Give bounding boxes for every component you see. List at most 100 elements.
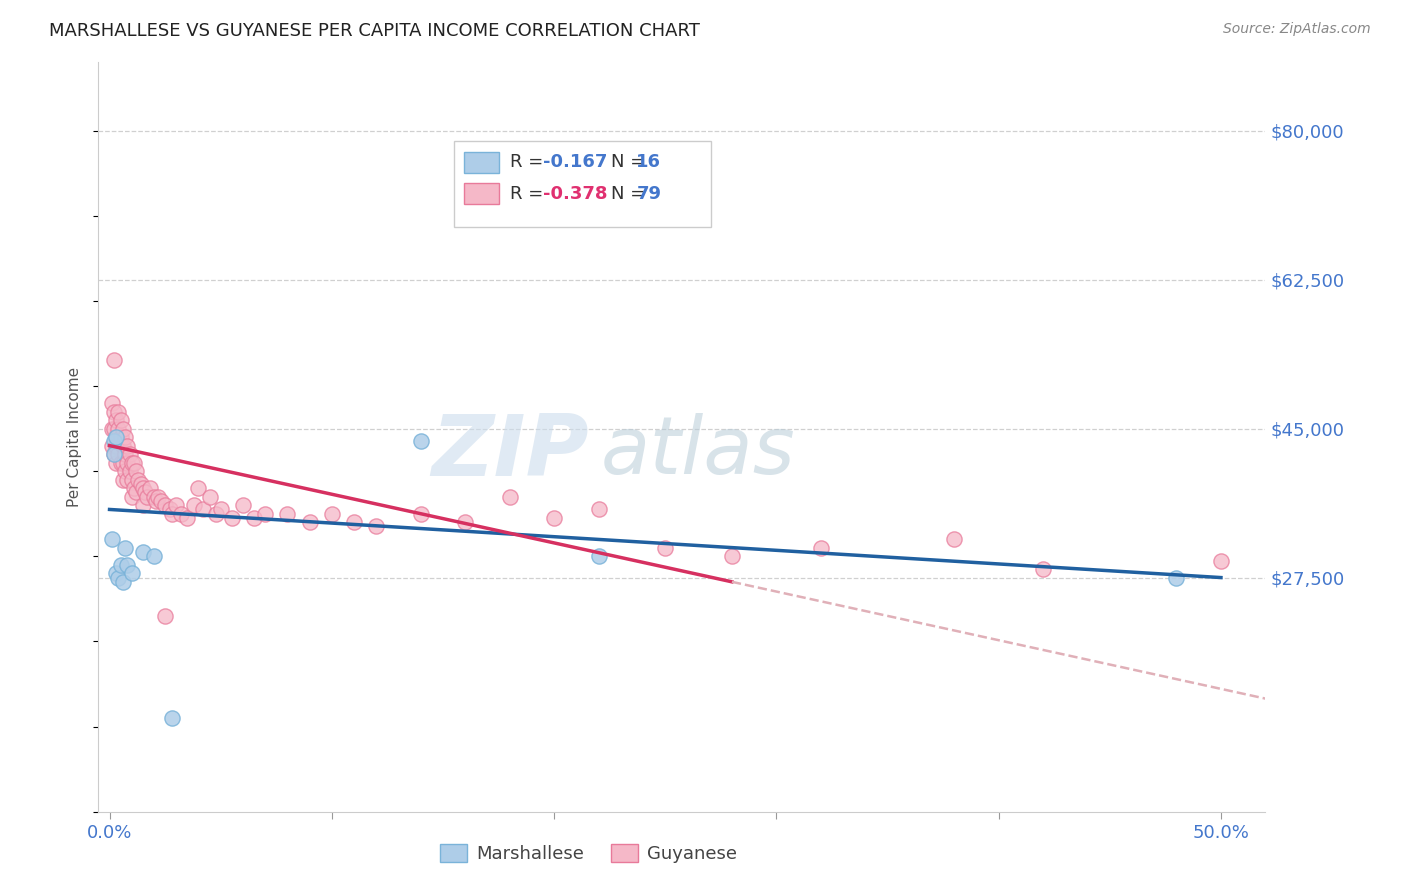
Point <box>105 430 128 444</box>
Point <box>176 511 198 525</box>
Point <box>209 502 232 516</box>
Point <box>117 439 139 453</box>
Point <box>110 456 132 470</box>
Point <box>132 545 155 559</box>
Point <box>183 498 205 512</box>
Point <box>169 507 191 521</box>
Point <box>100 421 122 435</box>
Point <box>810 541 832 555</box>
Point <box>454 515 477 529</box>
Point <box>205 507 228 521</box>
Point <box>114 430 136 444</box>
Y-axis label: Per Capita Income: Per Capita Income <box>67 367 83 508</box>
Point <box>100 396 122 410</box>
Point <box>588 502 610 516</box>
Point <box>343 515 366 529</box>
Point <box>321 507 343 521</box>
Point <box>107 571 129 585</box>
Point <box>165 498 187 512</box>
Point <box>117 558 139 572</box>
Point <box>254 507 277 521</box>
Point <box>107 404 129 418</box>
Point <box>111 456 134 470</box>
Point <box>125 464 148 478</box>
Point <box>160 507 183 521</box>
Point <box>721 549 744 564</box>
Point <box>107 447 129 461</box>
Point <box>127 473 149 487</box>
Text: N =: N = <box>610 185 651 202</box>
Point <box>103 447 125 461</box>
Point <box>159 502 181 516</box>
Point <box>943 533 966 547</box>
Point <box>136 490 159 504</box>
Point <box>129 476 152 491</box>
Point <box>105 566 128 581</box>
Point <box>366 519 388 533</box>
Text: atlas: atlas <box>600 413 794 491</box>
Point <box>103 447 125 461</box>
Point <box>122 481 145 495</box>
Point <box>148 490 170 504</box>
Point <box>298 515 321 529</box>
Point <box>118 447 141 461</box>
Point <box>143 490 166 504</box>
Point <box>191 502 214 516</box>
Point <box>543 511 565 525</box>
Point <box>409 507 432 521</box>
Point <box>110 413 132 427</box>
Point <box>111 439 134 453</box>
Point <box>100 533 122 547</box>
Point <box>114 541 136 555</box>
Point <box>100 439 122 453</box>
Point <box>187 481 209 495</box>
Point <box>498 490 520 504</box>
FancyBboxPatch shape <box>454 141 711 227</box>
Text: Source: ZipAtlas.com: Source: ZipAtlas.com <box>1223 22 1371 37</box>
Point <box>243 511 266 525</box>
Point <box>121 473 143 487</box>
Point <box>111 473 134 487</box>
Point <box>121 456 143 470</box>
Point <box>132 498 155 512</box>
Point <box>409 434 432 449</box>
Point <box>1166 571 1188 585</box>
FancyBboxPatch shape <box>464 152 499 172</box>
Point <box>103 353 125 368</box>
Point <box>105 439 128 453</box>
Point <box>221 511 243 525</box>
Point <box>121 566 143 581</box>
Point <box>121 490 143 504</box>
Point <box>276 507 298 521</box>
Point <box>105 456 128 470</box>
Legend: Marshallese, Guyanese: Marshallese, Guyanese <box>433 837 744 870</box>
Point <box>1032 562 1054 576</box>
Point <box>122 456 145 470</box>
Point <box>114 447 136 461</box>
Point <box>105 430 128 444</box>
Point <box>138 481 160 495</box>
Point <box>160 711 183 725</box>
Point <box>125 485 148 500</box>
Point <box>111 574 134 589</box>
Text: MARSHALLESE VS GUYANESE PER CAPITA INCOME CORRELATION CHART: MARSHALLESE VS GUYANESE PER CAPITA INCOM… <box>49 22 700 40</box>
FancyBboxPatch shape <box>464 183 499 204</box>
Point <box>103 404 125 418</box>
Text: -0.378: -0.378 <box>543 185 607 202</box>
Text: ZIP: ZIP <box>430 410 589 493</box>
Point <box>107 421 129 435</box>
Text: R =: R = <box>510 185 550 202</box>
Text: -0.167: -0.167 <box>543 153 607 171</box>
Point <box>134 485 156 500</box>
Point <box>117 473 139 487</box>
Text: N =: N = <box>610 153 651 171</box>
Point <box>118 464 141 478</box>
Text: 16: 16 <box>637 153 661 171</box>
Text: 79: 79 <box>637 185 661 202</box>
Point <box>105 413 128 427</box>
Point <box>153 608 176 623</box>
Point <box>110 558 132 572</box>
Point <box>103 434 125 449</box>
Point <box>110 430 132 444</box>
Point <box>588 549 610 564</box>
